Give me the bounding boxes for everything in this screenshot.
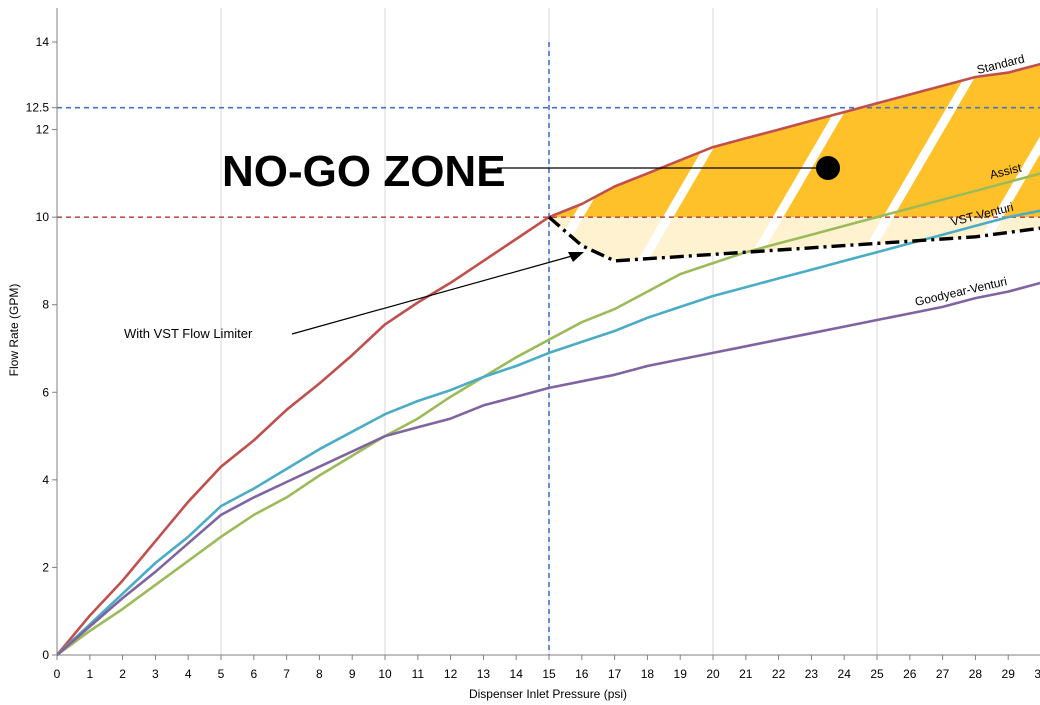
y-tick-label-2: 2 (42, 560, 49, 574)
x-tick-label-15: 15 (542, 667, 556, 681)
y-tick-label-12: 12 (36, 123, 50, 137)
x-tick-label-28: 28 (969, 667, 983, 681)
y-tick-label-14: 14 (36, 35, 50, 49)
y-tick-label-10: 10 (36, 210, 50, 224)
x-tick-label-23: 23 (805, 667, 819, 681)
x-tick-label-17: 17 (608, 667, 622, 681)
series-lines (57, 62, 1040, 656)
x-tick-label-29: 29 (1002, 667, 1016, 681)
x-tick-label-10: 10 (378, 667, 392, 681)
y-tick-label-8: 8 (42, 298, 49, 312)
x-tick-label-22: 22 (772, 667, 786, 681)
annotation-markers (291, 156, 840, 335)
series-line-assist (57, 172, 1040, 656)
x-tick-label-7: 7 (283, 667, 290, 681)
x-tick-label-9: 9 (349, 667, 356, 681)
x-tick-label-19: 19 (674, 667, 688, 681)
axes: 0 1 2 3 4 5 6 7 8 9 10 11 12 13 14 15 16 17 18 19 20 21 22 23 24… (26, 8, 1040, 681)
flow-limiter-label: With VST Flow Limiter (124, 326, 253, 341)
x-tick-label-18: 18 (641, 667, 655, 681)
x-tick-label-11: 11 (412, 667, 425, 681)
zone-stripe-3 (856, 63, 984, 261)
x-tick-label-30: 30 (1034, 667, 1040, 681)
x-tick-label-14: 14 (510, 667, 524, 681)
y-tick-label-12-5: 12.5 (26, 101, 50, 115)
x-axis-title: Dispenser Inlet Pressure (psi) (469, 687, 627, 701)
flow-limiter-leader-line (291, 255, 573, 335)
flow-limiter-line (547, 215, 1040, 263)
y-axis-title: Flow Rate (GPM) (7, 284, 21, 377)
x-tick-label-0: 0 (54, 667, 61, 681)
x-tick-label-20: 20 (706, 667, 720, 681)
x-tick-label-4: 4 (185, 667, 192, 681)
x-tick-label-27: 27 (936, 667, 950, 681)
no-go-zone (549, 63, 1040, 261)
x-tick-label-26: 26 (903, 667, 917, 681)
x-tick-label-16: 16 (575, 667, 589, 681)
x-tick-label-21: 21 (739, 667, 753, 681)
y-tick-label-0: 0 (42, 648, 49, 662)
no-go-zone-area (549, 64, 1040, 218)
x-tick-label-24: 24 (838, 667, 852, 681)
x-tick-label-8: 8 (316, 667, 323, 681)
series-line-vst-venturi (57, 209, 1040, 656)
no-go-marker-dot (816, 156, 840, 180)
zone-stripe-4 (966, 63, 1040, 261)
x-tick-label-3: 3 (152, 667, 159, 681)
x-tick-label-13: 13 (477, 667, 491, 681)
x-tick-label-5: 5 (218, 667, 225, 681)
x-tick-label-12: 12 (444, 667, 458, 681)
x-tick-label-25: 25 (870, 667, 884, 681)
y-tick-label-4: 4 (42, 473, 49, 487)
x-tick-label-1: 1 (86, 667, 93, 681)
series-line-goodyear-venturi (57, 281, 1040, 656)
x-tick-label-2: 2 (119, 667, 126, 681)
x-tick-label-6: 6 (250, 667, 257, 681)
series-label-goodyear-venturi: Goodyear-Venturi (914, 274, 1009, 309)
y-tick-label-6: 6 (42, 385, 49, 399)
flow-limiter-arrowhead (568, 252, 584, 262)
no-go-zone-label: NO-GO ZONE (222, 147, 506, 196)
